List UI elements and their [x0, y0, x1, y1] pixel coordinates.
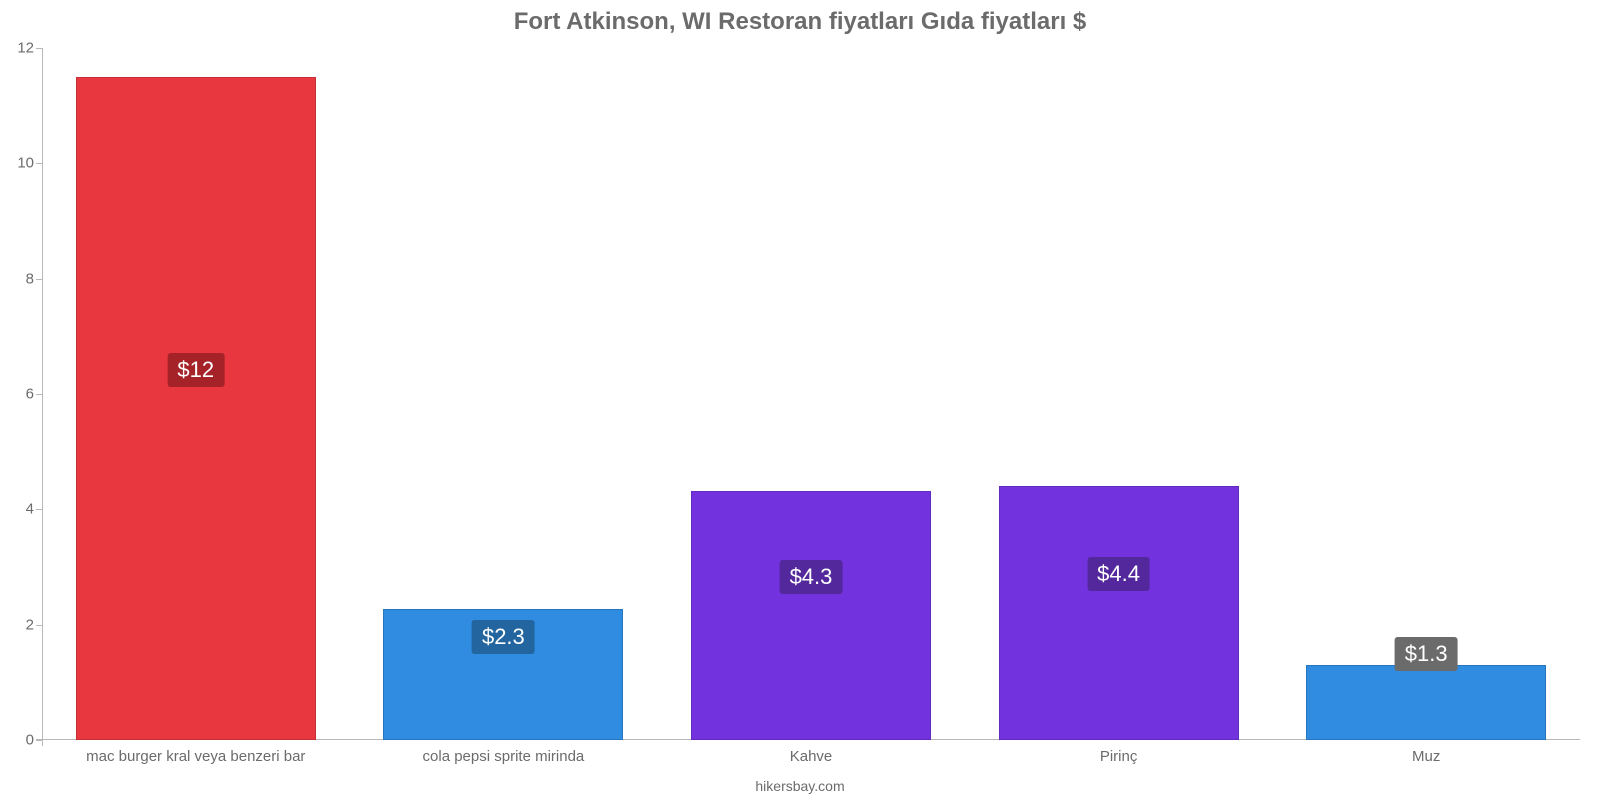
x-axis-label: Pirinç: [1100, 748, 1138, 765]
y-tick-label: 4: [0, 501, 34, 518]
bar: $2.3: [383, 609, 623, 740]
bars-container: $12 $2.3 $4.3 $4.4 $1.3: [42, 48, 1580, 740]
y-tick-mark: [36, 740, 42, 741]
bar-value-label: $12: [167, 353, 224, 387]
y-tick-mark: [36, 279, 42, 280]
chart-credit: hikersbay.com: [0, 778, 1600, 794]
bar-value-label: $4.4: [1087, 557, 1150, 591]
bar: $1.3: [1306, 665, 1546, 740]
y-tick-label: 10: [0, 155, 34, 172]
chart-title: Fort Atkinson, WI Restoran fiyatları Gıd…: [0, 8, 1600, 36]
bar: $4.4: [999, 486, 1239, 740]
bar-value-label: $1.3: [1395, 637, 1458, 671]
x-axis-label: Kahve: [790, 748, 833, 765]
bar-value-label: $2.3: [472, 620, 535, 654]
bar: $12: [76, 77, 316, 740]
x-axis-label: Muz: [1412, 748, 1440, 765]
y-tick-label: 0: [0, 732, 34, 749]
y-tick-mark: [36, 163, 42, 164]
bar-value-label: $4.3: [780, 560, 843, 594]
y-tick-mark: [36, 625, 42, 626]
x-axis-label: mac burger kral veya benzeri bar: [86, 748, 305, 765]
y-tick-label: 6: [0, 386, 34, 403]
y-tick-label: 8: [0, 270, 34, 287]
y-tick-label: 12: [0, 40, 34, 57]
x-axis-label: cola pepsi sprite mirinda: [423, 748, 585, 765]
price-bar-chart: Fort Atkinson, WI Restoran fiyatları Gıd…: [0, 0, 1600, 800]
plot-area: $12 $2.3 $4.3 $4.4 $1.3: [42, 48, 1580, 740]
y-tick-mark: [36, 48, 42, 49]
y-tick-label: 2: [0, 616, 34, 633]
bar: $4.3: [691, 491, 931, 740]
y-tick-mark: [36, 509, 42, 510]
y-tick-mark: [36, 394, 42, 395]
